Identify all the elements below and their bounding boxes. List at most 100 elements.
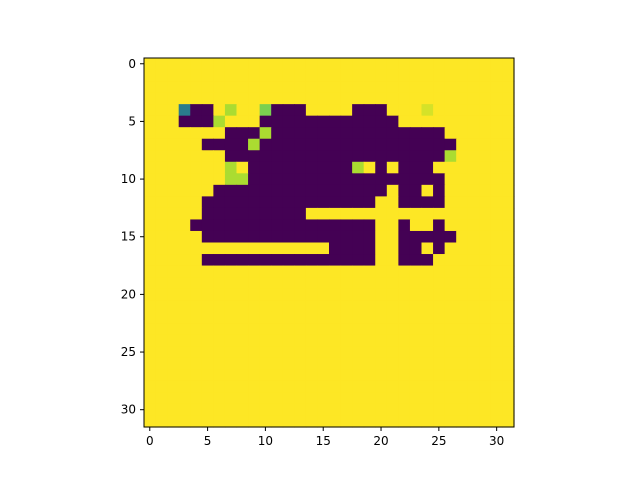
heatmap-cell bbox=[155, 81, 168, 94]
heatmap-cell bbox=[479, 92, 492, 105]
heatmap-cell bbox=[271, 369, 284, 382]
heatmap-cell bbox=[224, 138, 238, 151]
heatmap-cell bbox=[340, 58, 353, 71]
heatmap-cell bbox=[201, 334, 214, 347]
heatmap-cell bbox=[236, 300, 249, 313]
heatmap-cell bbox=[329, 277, 342, 290]
heatmap-cell bbox=[421, 196, 434, 209]
heatmap-cell bbox=[201, 277, 214, 290]
heatmap-cell bbox=[479, 115, 492, 128]
heatmap-cell bbox=[340, 265, 353, 278]
heatmap-cell bbox=[375, 207, 388, 221]
heatmap-cell bbox=[467, 150, 480, 163]
heatmap-cell bbox=[479, 415, 492, 428]
heatmap-cell bbox=[502, 58, 515, 71]
heatmap-cell bbox=[352, 369, 365, 382]
y-tick-label: 10 bbox=[121, 172, 136, 186]
heatmap-cell bbox=[398, 311, 411, 324]
heatmap-cell bbox=[421, 357, 434, 370]
heatmap-cell bbox=[363, 161, 376, 174]
heatmap-cell bbox=[305, 81, 319, 94]
heatmap-cell bbox=[502, 81, 515, 94]
heatmap-cell bbox=[271, 69, 284, 82]
heatmap-cell bbox=[259, 230, 272, 244]
heatmap-cell bbox=[259, 161, 272, 174]
heatmap-cell bbox=[201, 92, 214, 105]
heatmap-cell bbox=[456, 92, 469, 105]
heatmap-cell bbox=[398, 300, 411, 313]
heatmap-cell bbox=[271, 346, 284, 359]
heatmap-cell bbox=[467, 58, 480, 71]
heatmap-cell bbox=[236, 288, 249, 301]
heatmap-cell bbox=[375, 334, 388, 347]
heatmap-cell bbox=[213, 104, 226, 117]
heatmap-cell bbox=[375, 230, 388, 244]
heatmap-cell bbox=[352, 150, 365, 163]
heatmap-cell bbox=[282, 357, 295, 370]
heatmap-cell bbox=[167, 346, 180, 359]
heatmap-cell bbox=[502, 380, 515, 394]
heatmap-cell bbox=[213, 403, 226, 417]
heatmap-cell bbox=[317, 173, 330, 186]
heatmap-cell bbox=[433, 127, 446, 140]
heatmap-cell bbox=[144, 161, 157, 174]
heatmap-cell bbox=[409, 69, 423, 82]
heatmap-cell bbox=[236, 254, 249, 267]
x-tick-label: 25 bbox=[431, 434, 446, 448]
heatmap-cell bbox=[502, 127, 515, 140]
heatmap-cell bbox=[178, 219, 191, 232]
heatmap-cell bbox=[259, 242, 272, 255]
heatmap-cell bbox=[479, 334, 492, 347]
heatmap-cell bbox=[386, 403, 399, 417]
heatmap-cell bbox=[294, 127, 307, 140]
heatmap-cell bbox=[467, 346, 480, 359]
heatmap-cell bbox=[167, 150, 180, 163]
heatmap-cell bbox=[236, 127, 249, 140]
heatmap-cell bbox=[201, 346, 214, 359]
heatmap-cell bbox=[490, 92, 504, 105]
heatmap-cell bbox=[201, 58, 214, 71]
heatmap-cell bbox=[167, 277, 180, 290]
heatmap-cell bbox=[409, 161, 423, 174]
heatmap-cell bbox=[294, 277, 307, 290]
heatmap-cell bbox=[294, 380, 307, 394]
heatmap-cell bbox=[213, 230, 226, 244]
heatmap-cell bbox=[317, 265, 330, 278]
heatmap-cell bbox=[375, 242, 388, 255]
heatmap-cell bbox=[352, 392, 365, 405]
heatmap-cell bbox=[305, 277, 319, 290]
heatmap-cell bbox=[144, 265, 157, 278]
heatmap-cell bbox=[456, 265, 469, 278]
heatmap-cell bbox=[409, 127, 423, 140]
heatmap-cell bbox=[248, 58, 261, 71]
heatmap-cell bbox=[363, 184, 376, 197]
heatmap-cell bbox=[444, 392, 457, 405]
heatmap-cell bbox=[375, 277, 388, 290]
heatmap-cell bbox=[363, 380, 376, 394]
heatmap-cell bbox=[490, 115, 504, 128]
heatmap-cell bbox=[490, 161, 504, 174]
heatmap-cell bbox=[144, 184, 157, 197]
heatmap-cell bbox=[409, 184, 423, 197]
heatmap-cell bbox=[467, 392, 480, 405]
heatmap-cell bbox=[363, 207, 376, 221]
heatmap-cell bbox=[259, 300, 272, 313]
heatmap-cell bbox=[236, 265, 249, 278]
heatmap-cell bbox=[282, 392, 295, 405]
heatmap-cell bbox=[282, 300, 295, 313]
heatmap-cell bbox=[248, 138, 261, 151]
heatmap-cell bbox=[375, 115, 388, 128]
heatmap-cell bbox=[456, 254, 469, 267]
heatmap-cell bbox=[259, 127, 272, 140]
heatmap-cell bbox=[178, 127, 191, 140]
heatmap-cell bbox=[375, 92, 388, 105]
heatmap-cell bbox=[305, 150, 319, 163]
heatmap-cell bbox=[467, 184, 480, 197]
heatmap-cell bbox=[282, 127, 295, 140]
heatmap-cell bbox=[329, 415, 342, 428]
heatmap-cell bbox=[421, 288, 434, 301]
heatmap-cell bbox=[190, 415, 203, 428]
heatmap-cell bbox=[271, 161, 284, 174]
heatmap-cell bbox=[155, 92, 168, 105]
heatmap-cell bbox=[248, 219, 261, 232]
